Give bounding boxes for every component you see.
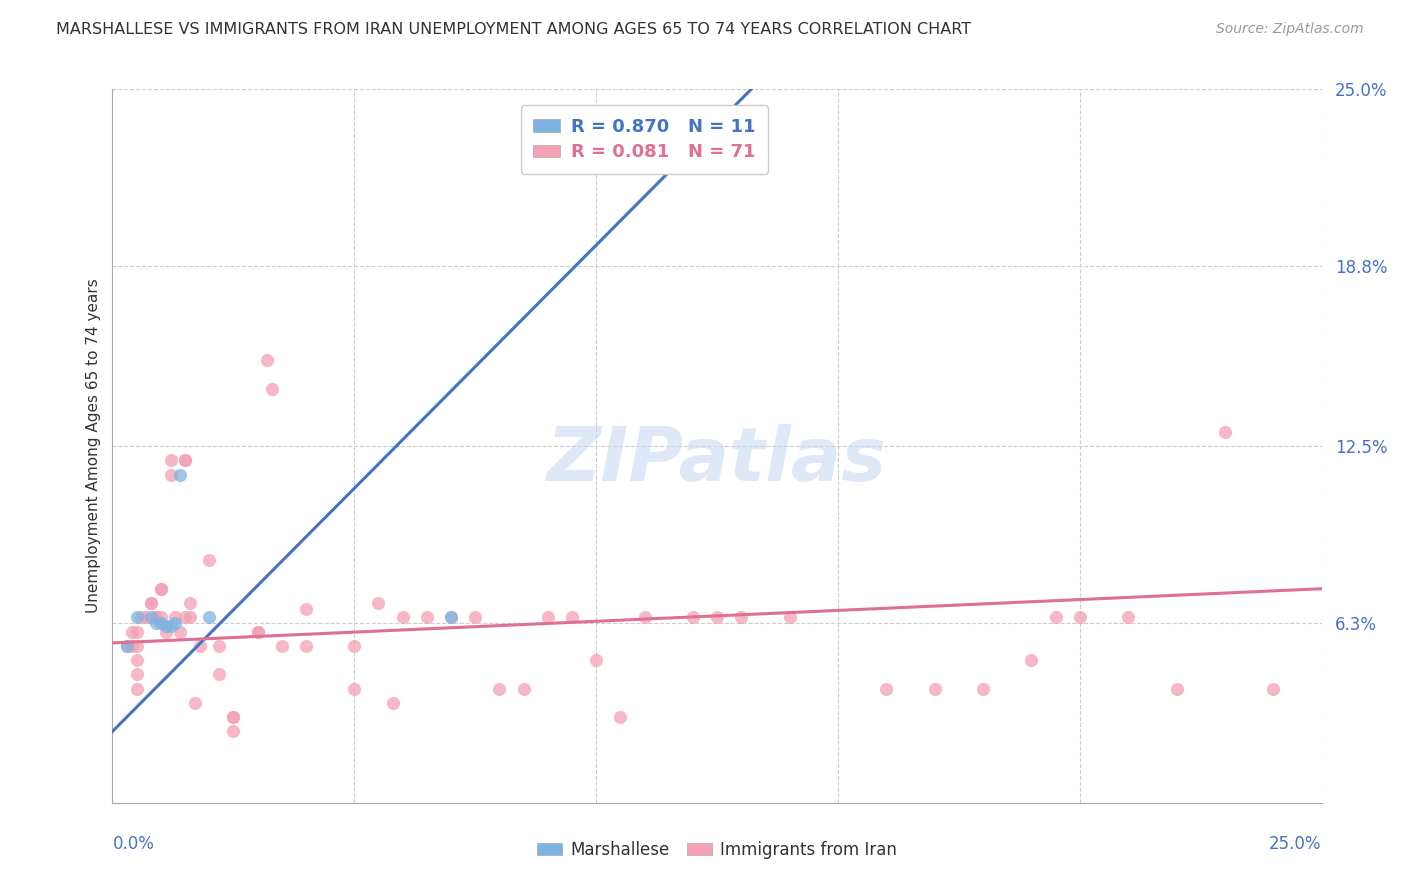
Point xyxy=(159,619,181,633)
Point xyxy=(222,710,245,724)
Point xyxy=(246,624,269,639)
Point xyxy=(295,639,318,653)
Point xyxy=(115,639,138,653)
Text: 25.0%: 25.0% xyxy=(1270,835,1322,853)
Point xyxy=(169,467,191,482)
Point xyxy=(382,696,405,710)
Point xyxy=(972,681,994,696)
Point xyxy=(149,610,172,624)
Point xyxy=(924,681,946,696)
Point xyxy=(145,610,167,624)
Point xyxy=(270,639,292,653)
Point xyxy=(141,596,163,610)
Point xyxy=(262,382,284,396)
Point xyxy=(174,453,197,467)
Point xyxy=(585,653,607,667)
Point xyxy=(208,667,231,681)
Point xyxy=(145,615,167,630)
Point xyxy=(159,453,181,467)
Point xyxy=(416,610,439,624)
Point xyxy=(174,610,197,624)
Point xyxy=(561,610,583,624)
Point xyxy=(1021,653,1043,667)
Point xyxy=(125,653,148,667)
Point xyxy=(256,353,278,368)
Text: MARSHALLESE VS IMMIGRANTS FROM IRAN UNEMPLOYMENT AMONG AGES 65 TO 74 YEARS CORRE: MARSHALLESE VS IMMIGRANTS FROM IRAN UNEM… xyxy=(56,22,972,37)
Point xyxy=(198,553,221,567)
Point xyxy=(440,610,463,624)
Point xyxy=(512,681,534,696)
Point xyxy=(125,639,148,653)
Point xyxy=(1045,610,1067,624)
Point xyxy=(682,610,704,624)
Point xyxy=(179,596,201,610)
Point xyxy=(464,610,486,624)
Legend: R = 0.870   N = 11, R = 0.081   N = 71: R = 0.870 N = 11, R = 0.081 N = 71 xyxy=(520,105,768,174)
Point xyxy=(121,624,143,639)
Point xyxy=(149,582,172,596)
Point xyxy=(295,601,318,615)
Point xyxy=(169,624,191,639)
Point xyxy=(343,681,366,696)
Point xyxy=(115,639,138,653)
Point xyxy=(1116,610,1139,624)
Point xyxy=(222,710,245,724)
Point xyxy=(179,610,201,624)
Point xyxy=(125,667,148,681)
Point xyxy=(159,467,181,482)
Point xyxy=(188,639,211,653)
Point xyxy=(391,610,413,624)
Point xyxy=(706,610,728,624)
Point xyxy=(165,615,187,630)
Point xyxy=(125,624,148,639)
Text: ZIPatlas: ZIPatlas xyxy=(547,424,887,497)
Point xyxy=(141,596,163,610)
Text: 0.0%: 0.0% xyxy=(112,835,155,853)
Point xyxy=(779,610,801,624)
Point xyxy=(155,624,177,639)
Point xyxy=(155,619,177,633)
Point xyxy=(488,681,510,696)
Point xyxy=(1166,681,1188,696)
Point xyxy=(174,453,197,467)
Point xyxy=(208,639,231,653)
Point xyxy=(121,639,143,653)
Point xyxy=(149,582,172,596)
Point xyxy=(183,696,205,710)
Point xyxy=(125,610,148,624)
Point xyxy=(440,610,463,624)
Point xyxy=(1263,681,1285,696)
Point xyxy=(633,610,655,624)
Point xyxy=(875,681,897,696)
Point xyxy=(145,610,167,624)
Point xyxy=(1213,425,1236,439)
Point xyxy=(609,710,631,724)
Point xyxy=(367,596,389,610)
Point xyxy=(198,610,221,624)
Point xyxy=(125,681,148,696)
Point xyxy=(149,615,172,630)
Point xyxy=(222,724,245,739)
Point xyxy=(730,610,752,624)
Point xyxy=(141,610,163,624)
Point xyxy=(165,610,187,624)
Text: Source: ZipAtlas.com: Source: ZipAtlas.com xyxy=(1216,22,1364,37)
Point xyxy=(135,610,157,624)
Point xyxy=(131,610,153,624)
Y-axis label: Unemployment Among Ages 65 to 74 years: Unemployment Among Ages 65 to 74 years xyxy=(86,278,101,614)
Point xyxy=(1069,610,1091,624)
Point xyxy=(343,639,366,653)
Point xyxy=(246,624,269,639)
Point xyxy=(537,610,560,624)
